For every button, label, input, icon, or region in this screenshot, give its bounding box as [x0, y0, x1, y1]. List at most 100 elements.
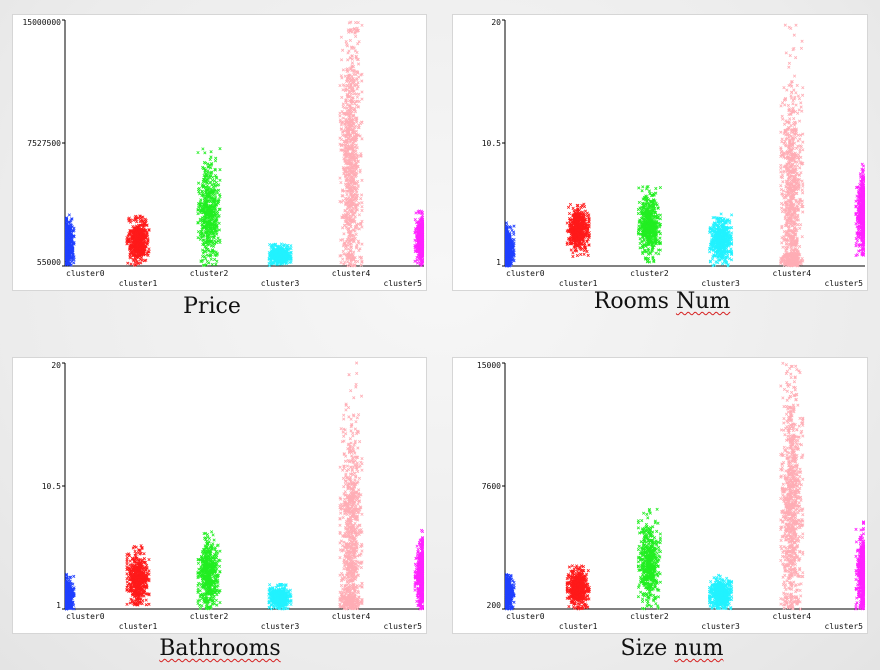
data-point: [339, 144, 344, 148]
data-point: [345, 79, 349, 84]
category-label-cluster1: cluster1: [119, 279, 158, 288]
data-point: [129, 218, 133, 222]
data-point: [576, 228, 580, 232]
data-point: [359, 263, 363, 267]
data-point: [343, 173, 347, 178]
series-cluster0: [64, 213, 76, 267]
data-point: [147, 227, 151, 232]
data-point: [582, 202, 586, 206]
data-point: [571, 225, 575, 229]
data-point: [213, 179, 217, 183]
data-point: [268, 254, 272, 258]
data-point: [340, 120, 344, 124]
data-point: [356, 159, 360, 164]
data-point: [345, 103, 350, 107]
data-point: [349, 77, 354, 81]
data-point: [198, 192, 202, 196]
data-point: [419, 256, 423, 260]
data-point: [344, 138, 348, 142]
data-point: [201, 147, 205, 151]
data-point: [289, 256, 293, 260]
data-point: [360, 137, 364, 141]
data-point: [351, 212, 355, 216]
data-point: [352, 125, 357, 130]
data-point: [140, 228, 144, 232]
data-point: [579, 229, 584, 233]
data-point: [354, 116, 358, 120]
data-point: [281, 248, 285, 252]
data-point: [565, 242, 569, 247]
data-point: [135, 243, 139, 247]
data-point: [354, 209, 358, 213]
data-point: [138, 233, 143, 237]
data-point: [357, 248, 361, 253]
data-point: [201, 177, 206, 181]
data-point: [352, 92, 356, 96]
data-point: [353, 229, 357, 233]
data-point: [420, 243, 425, 247]
data-point: [346, 95, 351, 99]
data-point: [354, 143, 358, 147]
data-point: [351, 130, 355, 134]
data-point: [343, 219, 347, 223]
data-point: [126, 240, 130, 244]
data-point: [202, 233, 206, 237]
data-point: [208, 157, 212, 162]
data-point: [142, 232, 146, 236]
data-point: [346, 264, 350, 268]
data-point: [215, 176, 219, 180]
data-point: [204, 246, 208, 250]
data-point: [354, 34, 358, 39]
data-point: [351, 114, 355, 118]
data-point: [352, 46, 356, 50]
data-point: [584, 232, 589, 236]
data-point: [64, 221, 69, 225]
data-point: [198, 200, 202, 204]
data-point: [507, 257, 511, 261]
data-point: [209, 155, 213, 159]
data-point: [360, 259, 364, 263]
data-point: [356, 81, 360, 85]
data-point: [209, 180, 213, 184]
data-point: [66, 238, 70, 242]
data-point: [355, 165, 359, 169]
data-point: [146, 253, 150, 257]
data-point: [342, 232, 346, 236]
data-point: [289, 246, 293, 251]
data-point: [210, 161, 214, 166]
data-point: [347, 109, 351, 113]
data-point: [218, 168, 222, 172]
data-point: [218, 147, 222, 151]
data-point: [346, 51, 350, 55]
data-point: [208, 193, 212, 197]
data-point: [360, 97, 364, 101]
data-point: [139, 219, 143, 223]
data-point: [341, 249, 345, 253]
data-point: [582, 252, 586, 256]
data-point: [213, 223, 217, 227]
data-point: [349, 230, 353, 234]
data-point: [506, 260, 510, 264]
data-point: [201, 242, 205, 247]
data-point: [71, 253, 75, 257]
data-point: [360, 260, 364, 264]
data-point: [578, 223, 582, 227]
data-point: [344, 253, 348, 257]
data-point: [345, 42, 349, 46]
data-point: [211, 251, 215, 255]
data-point: [217, 228, 222, 232]
data-point: [142, 241, 146, 245]
data-point: [344, 40, 348, 44]
data-point: [349, 78, 354, 82]
data-point: [579, 206, 583, 210]
data-point: [272, 261, 276, 265]
data-point: [339, 238, 343, 242]
data-point: [420, 214, 425, 218]
data-point: [348, 125, 353, 129]
data-point: [69, 236, 74, 240]
data-point: [353, 137, 357, 141]
data-point: [507, 249, 511, 254]
data-point: [355, 99, 359, 103]
data-point: [339, 180, 343, 185]
series-cluster3: [267, 242, 293, 268]
